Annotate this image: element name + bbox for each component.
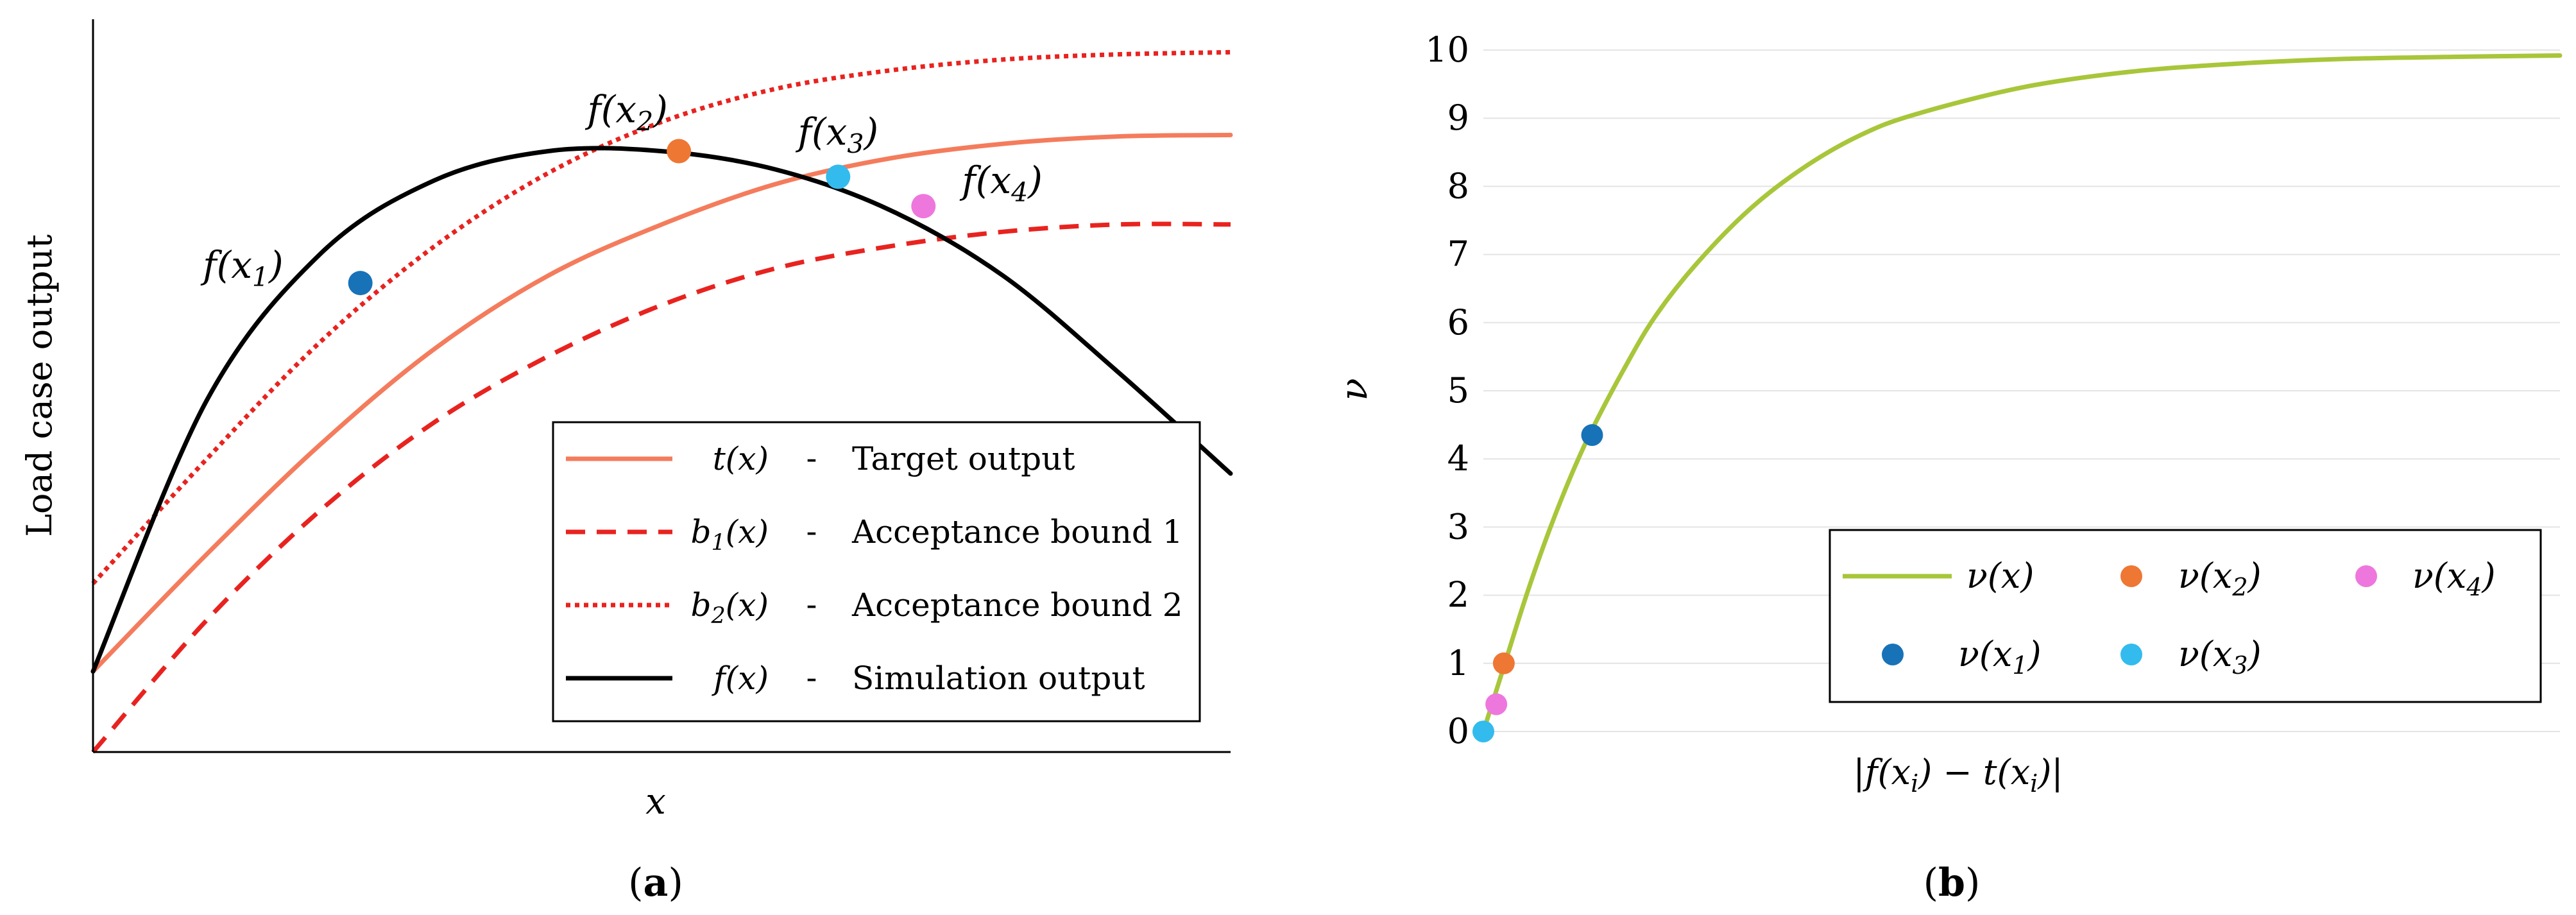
- legend-marker-2: [2355, 565, 2377, 587]
- series-line-f: [90, 146, 1233, 674]
- panel-b-legend: ν(x) ν(x2) ν(x4) ν(x1) ν(x3): [1829, 529, 2542, 703]
- legend-text-1: Acceptance bound 1: [851, 513, 1183, 551]
- series-line-t: [90, 132, 1233, 674]
- data-point-nu-x3: [1472, 721, 1494, 742]
- y-tick-label-8: 8: [1447, 166, 1469, 206]
- panel-b: 0 1 2 3 4 5 6 7 8 9 10 ν |f(xi) − t(xi)| ν(x) ν(x2)…: [1332, 30, 2563, 905]
- y-tick-label-5: 5: [1447, 370, 1469, 411]
- panel-a-legend-box: [552, 421, 1201, 723]
- legend-marker-3: [1882, 644, 1904, 665]
- legend-separator-3: -: [806, 659, 817, 696]
- point-label-f-x1: f(x1): [200, 243, 284, 293]
- legend-label-2: ν(x4): [2412, 556, 2496, 601]
- legend-symbol-1: b1(x): [690, 513, 769, 556]
- y-tick-label-10: 10: [1425, 30, 1469, 70]
- legend-label-1: ν(x2): [2178, 556, 2262, 601]
- legend-symbol-3: f(x): [711, 660, 769, 697]
- panel-b-x-label: |f(xi) − t(xi)|: [1853, 752, 2063, 798]
- series-line-b1: [91, 221, 1231, 754]
- legend-separator-1: -: [806, 513, 817, 550]
- legend-symbol-2: b2(x): [690, 586, 769, 629]
- panel-a-y-label: Load case output: [19, 234, 60, 537]
- legend-separator-0: -: [806, 440, 817, 477]
- legend-text-2: Acceptance bound 2: [851, 586, 1183, 624]
- panel-a-point-labels: f(x1) f(x2) f(x3) f(x4): [200, 88, 1043, 293]
- series-line-b2: [91, 49, 1231, 585]
- panel-b-series: [1481, 53, 2563, 734]
- point-label-f-x3: f(x3): [796, 110, 879, 160]
- data-point-nu-x4: [1485, 693, 1508, 715]
- y-tick-label-9: 9: [1447, 98, 1469, 138]
- legend-separator-2: -: [806, 586, 817, 623]
- y-tick-label-2: 2: [1447, 575, 1469, 615]
- y-tick-label-3: 3: [1447, 506, 1469, 547]
- legend-label-0: ν(x): [1966, 556, 2034, 596]
- legend-label-3: ν(x1): [1958, 634, 2042, 680]
- legend-marker-1: [2120, 565, 2142, 587]
- data-point-nu-x2: [1492, 652, 1515, 674]
- legend-symbol-0: t(x): [713, 440, 769, 477]
- legend-label-4: ν(x3): [2178, 634, 2262, 680]
- series-line-nu: [1481, 53, 2563, 734]
- panel-a-x-label: x: [645, 781, 666, 823]
- panel-b-legend-box: [1829, 529, 2542, 703]
- panel-a-caption: (a): [628, 860, 683, 905]
- y-tick-label-1: 1: [1447, 643, 1469, 683]
- point-label-f-x2: f(x2): [584, 88, 668, 137]
- point-label-f-x4: f(x4): [959, 158, 1043, 208]
- y-tick-label-0: 0: [1447, 711, 1469, 751]
- panel-b-y-label: ν: [1332, 378, 1376, 400]
- data-point-f-x1: [348, 271, 373, 296]
- panel-a: f(x1)f(x2)f(x3)f(x4) x Load case output …: [19, 19, 1233, 905]
- data-point-nu-x1: [1581, 424, 1603, 447]
- data-point-f-x2: [667, 139, 692, 164]
- panel-b-y-tick-labels: 0 1 2 3 4 5 6 7 8 9 10: [1425, 30, 1469, 751]
- panel-a-points: [348, 139, 936, 296]
- data-point-f-x3: [826, 164, 851, 189]
- y-tick-label-7: 7: [1447, 234, 1469, 275]
- panel-b-legend-entries: ν(x) ν(x2) ν(x4) ν(x1) ν(x3): [1843, 556, 2496, 680]
- legend-marker-4: [2120, 644, 2142, 665]
- panel-a-series: [90, 49, 1233, 754]
- y-tick-label-6: 6: [1447, 302, 1469, 343]
- panel-b-points: [1472, 424, 1603, 742]
- legend-text-0: Target output: [852, 440, 1075, 477]
- panel-b-caption: (b): [1923, 860, 1981, 905]
- y-tick-label-4: 4: [1447, 438, 1469, 479]
- legend-text-3: Simulation output: [852, 660, 1145, 697]
- data-point-f-x4: [911, 194, 936, 219]
- panel-b-grid: [1483, 49, 2560, 732]
